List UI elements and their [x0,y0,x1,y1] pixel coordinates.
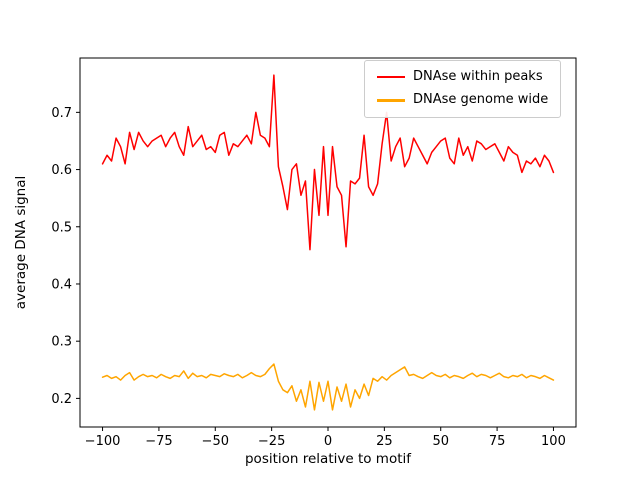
x-tick-label: −25 [258,434,285,449]
legend-line-swatch-orange [377,99,405,102]
legend-line-swatch-red [377,75,405,79]
x-tick-label: 75 [489,434,506,449]
series-line-1 [101,363,555,411]
series-line-0 [101,74,555,251]
legend-label: DNAse genome wide [413,92,549,108]
x-axis-label: position relative to motif [245,451,412,467]
x-tick-label: −50 [202,434,229,449]
x-tick-label: 0 [324,434,332,449]
x-tick-label: 50 [432,434,449,449]
x-tick-label: −75 [145,434,172,449]
x-tick-label: 100 [541,434,566,449]
y-tick-label: 0.4 [51,277,72,292]
y-tick-label: 0.3 [51,335,72,350]
y-tick-label: 0.5 [51,220,72,235]
y-tick-label: 0.7 [51,106,72,121]
x-tick-label: −100 [85,434,121,449]
x-tick-label: 25 [376,434,393,449]
legend-label: DNAse within peaks [413,69,543,84]
legend: DNAse within peaks DNAse genome wide [364,60,562,118]
legend-item: DNAse within peaks [377,69,548,84]
y-axis-label: average DNA signal [13,176,29,310]
y-tick-label: 0.6 [51,163,72,178]
legend-item: DNAse genome wide [377,92,549,108]
y-tick-label: 0.2 [51,392,72,407]
